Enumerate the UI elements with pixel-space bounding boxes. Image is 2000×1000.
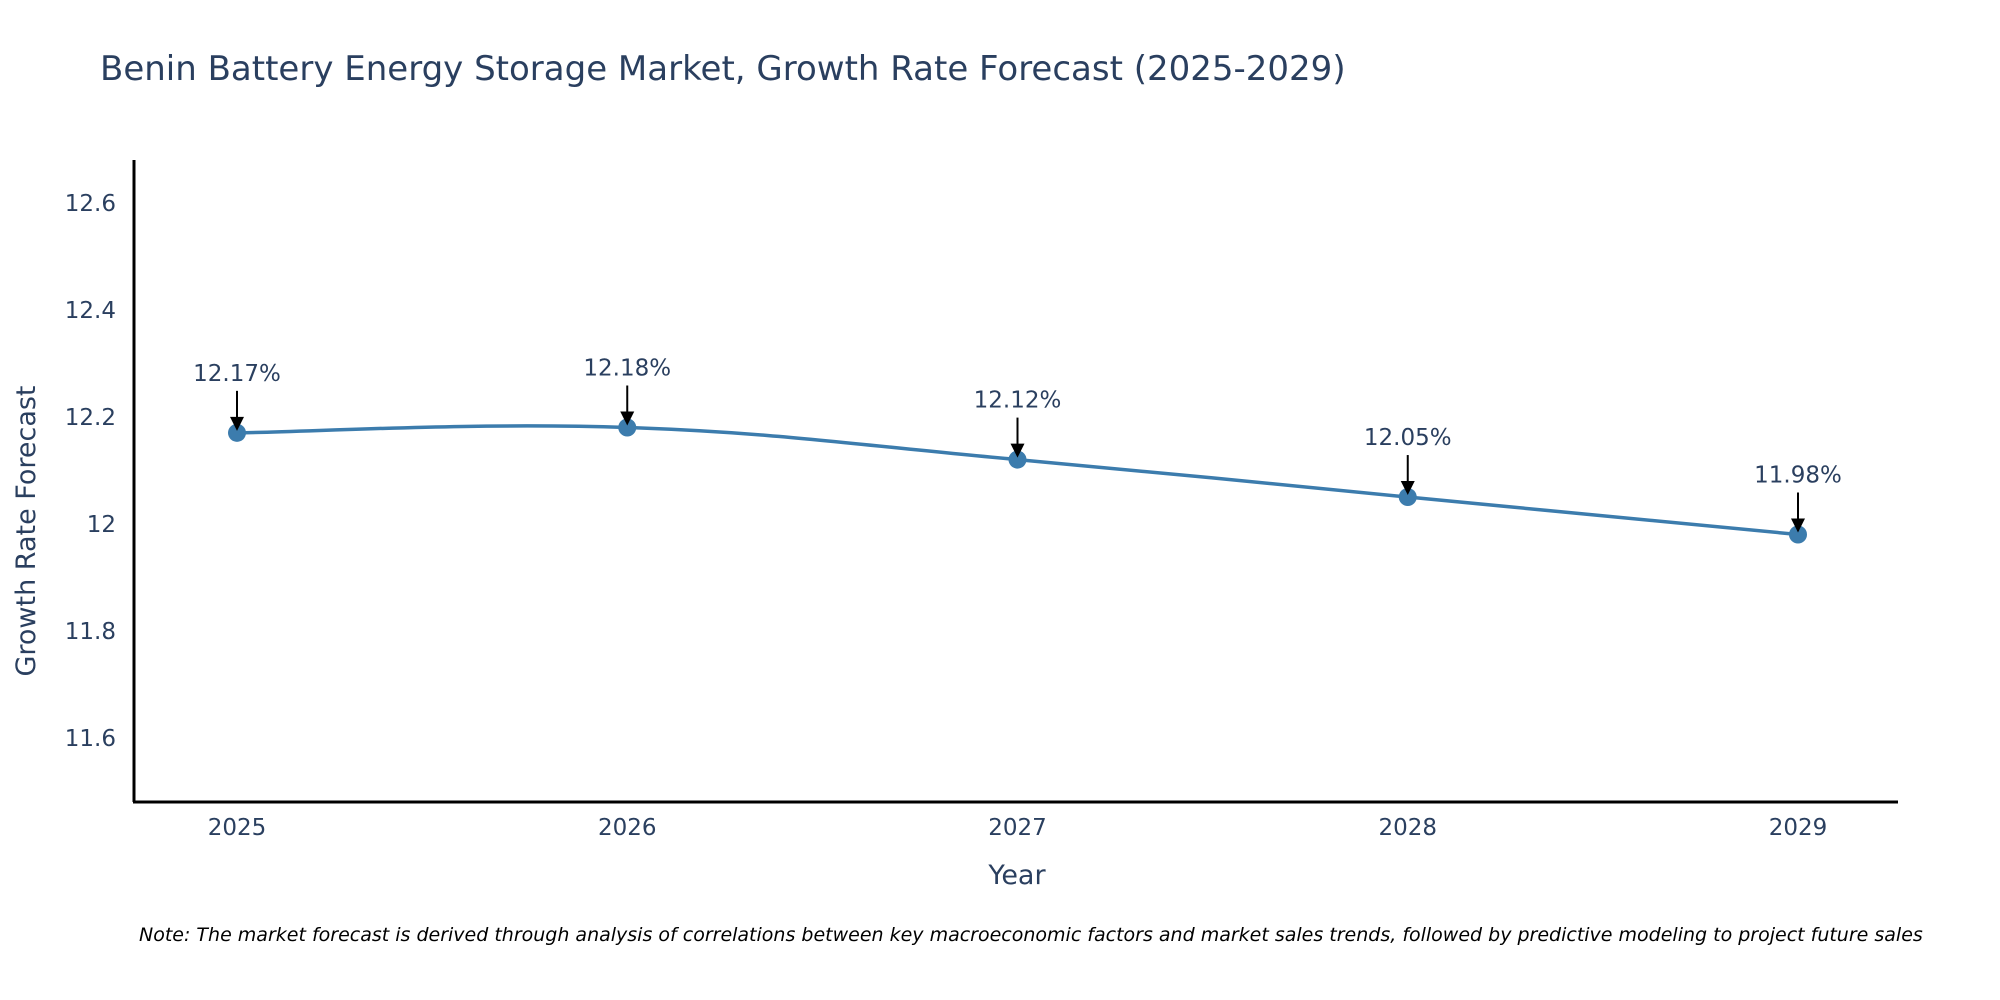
y-tick-label: 12 — [87, 512, 116, 538]
x-axis-title: Year — [987, 860, 1046, 891]
x-tick-label: 2027 — [988, 815, 1047, 841]
annotations-group: 12.17% 12.18% 12.12% 12.05% 11.98% — [193, 356, 1842, 533]
annotation-arrowhead — [230, 416, 244, 431]
x-axis-ticks: 2025 2026 2027 2028 2029 — [208, 815, 1828, 841]
data-point-marker[interactable] — [1398, 488, 1417, 507]
data-label: 12.12% — [974, 388, 1062, 414]
annotation-arrowhead — [1400, 481, 1415, 496]
x-tick-label: 2029 — [1769, 815, 1828, 841]
data-label: 12.17% — [193, 361, 281, 387]
y-tick-label: 11.8 — [65, 619, 116, 645]
data-point-marker[interactable] — [1008, 450, 1027, 469]
x-tick-label: 2028 — [1378, 815, 1437, 841]
data-point-marker[interactable] — [1789, 525, 1807, 544]
y-axis-ticks: 11.6 11.8 12 12.2 12.4 12.6 — [65, 191, 116, 752]
data-label: 12.05% — [1364, 425, 1452, 451]
data-point-marker[interactable] — [228, 423, 246, 442]
series-group — [228, 418, 1807, 544]
data-label: 11.98% — [1754, 463, 1842, 489]
annotation-arrowhead — [1010, 443, 1025, 458]
x-tick-label: 2025 — [208, 815, 267, 841]
chart-title: Benin Battery Energy Storage Market, Gro… — [100, 49, 1346, 89]
x-tick-label: 2026 — [598, 815, 657, 841]
y-tick-label: 12.6 — [65, 191, 116, 217]
y-tick-label: 11.6 — [65, 726, 116, 752]
y-axis-title: Growth Rate Forecast — [11, 385, 42, 676]
y-tick-label: 12.4 — [65, 298, 116, 324]
annotation-arrowhead — [1791, 518, 1805, 533]
footnote: Note: The market forecast is derived thr… — [139, 924, 1923, 946]
data-label: 12.18% — [583, 356, 671, 382]
y-tick-label: 12.2 — [65, 405, 116, 431]
annotation-arrowhead — [620, 411, 635, 426]
data-point-marker[interactable] — [618, 418, 637, 437]
